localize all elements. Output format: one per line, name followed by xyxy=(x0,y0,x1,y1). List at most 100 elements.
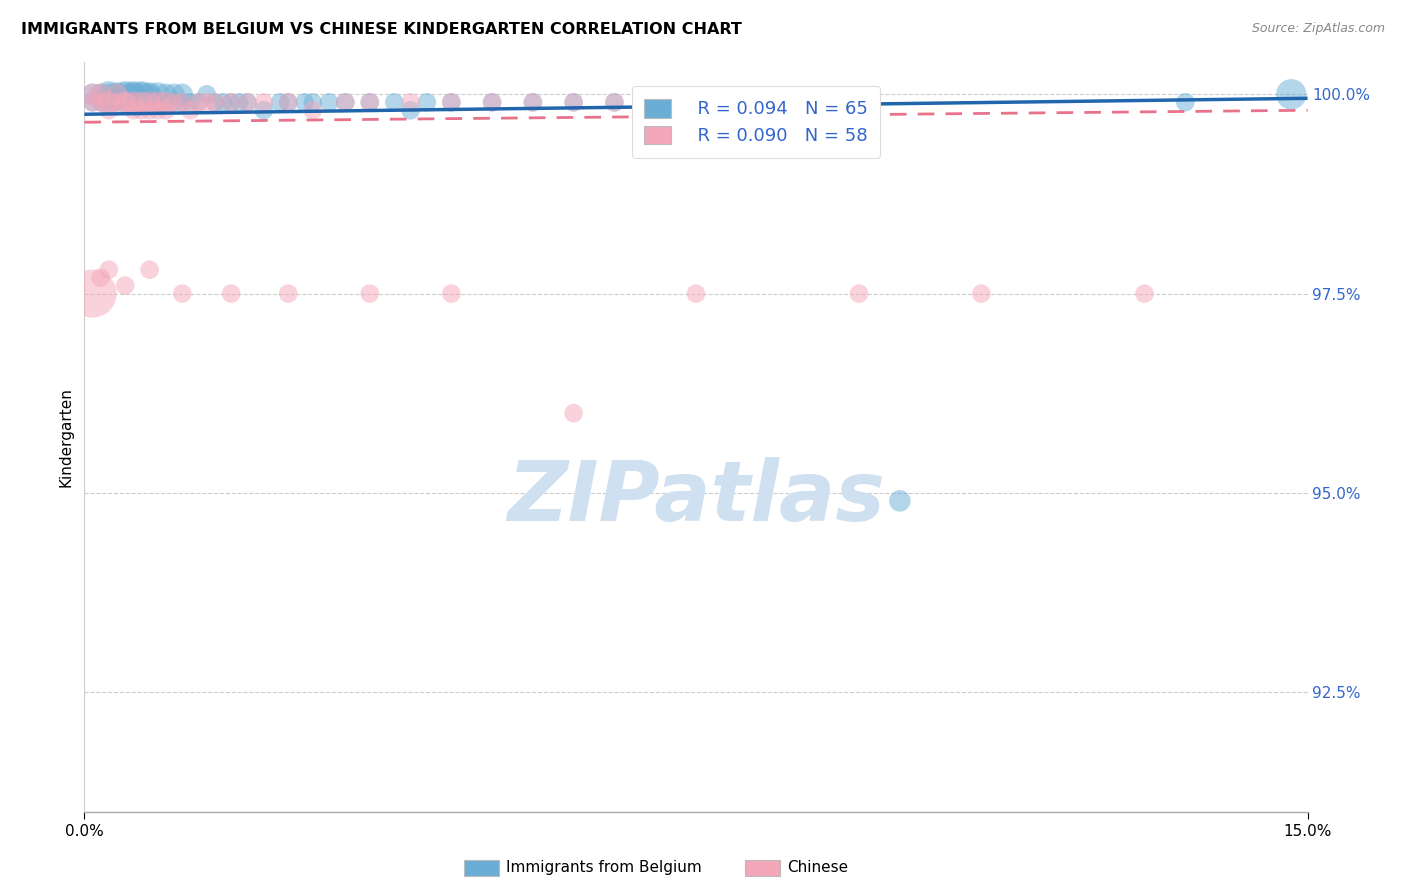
Point xyxy=(318,95,340,110)
Point xyxy=(481,95,503,110)
Point xyxy=(97,95,120,110)
Text: Immigrants from Belgium: Immigrants from Belgium xyxy=(506,861,702,875)
Point xyxy=(105,87,128,102)
Point xyxy=(82,87,104,102)
Point xyxy=(90,95,112,110)
Point xyxy=(172,286,194,301)
Point xyxy=(195,95,218,110)
Point xyxy=(131,95,153,110)
Point xyxy=(187,95,209,110)
Point xyxy=(562,95,585,110)
Point xyxy=(440,95,463,110)
Point xyxy=(685,95,707,110)
Point xyxy=(138,262,160,277)
Point xyxy=(155,95,177,110)
Text: Chinese: Chinese xyxy=(787,861,848,875)
Point xyxy=(219,95,242,110)
Point xyxy=(481,95,503,110)
Point xyxy=(644,103,666,118)
Point xyxy=(212,95,235,110)
Point xyxy=(114,95,136,110)
Point xyxy=(277,95,299,110)
Point xyxy=(146,95,169,110)
Point xyxy=(131,87,153,102)
Point xyxy=(685,286,707,301)
Point xyxy=(562,406,585,420)
Point xyxy=(122,87,145,102)
Point xyxy=(163,95,186,110)
Point xyxy=(440,286,463,301)
Point xyxy=(114,95,136,110)
Point xyxy=(131,95,153,110)
Point xyxy=(172,87,194,102)
Point xyxy=(122,95,145,110)
Point xyxy=(335,95,357,110)
Text: IMMIGRANTS FROM BELGIUM VS CHINESE KINDERGARTEN CORRELATION CHART: IMMIGRANTS FROM BELGIUM VS CHINESE KINDE… xyxy=(21,22,742,37)
Point xyxy=(236,95,259,110)
Point xyxy=(131,103,153,118)
Point xyxy=(1279,87,1302,102)
Point xyxy=(522,95,544,110)
Point xyxy=(172,95,194,110)
Point xyxy=(172,95,194,110)
Point xyxy=(179,103,201,118)
Text: ZIPatlas: ZIPatlas xyxy=(508,457,884,538)
Point xyxy=(97,95,120,110)
Point xyxy=(399,95,422,110)
Point xyxy=(114,278,136,293)
Point xyxy=(163,95,186,110)
Point xyxy=(114,95,136,110)
Point xyxy=(122,87,145,102)
Point xyxy=(105,95,128,110)
Point xyxy=(97,87,120,102)
Point xyxy=(97,262,120,277)
Y-axis label: Kindergarten: Kindergarten xyxy=(58,387,73,487)
Point xyxy=(970,286,993,301)
Point xyxy=(301,95,323,110)
Point xyxy=(163,87,186,102)
Point xyxy=(90,270,112,285)
Point xyxy=(399,103,422,118)
Point xyxy=(277,95,299,110)
Point xyxy=(335,95,357,110)
Point xyxy=(277,286,299,301)
Point xyxy=(155,95,177,110)
Point xyxy=(1174,95,1197,110)
Point xyxy=(114,95,136,110)
Point xyxy=(359,286,381,301)
Point xyxy=(105,87,128,102)
Point xyxy=(228,95,250,110)
Point xyxy=(131,95,153,110)
Point xyxy=(138,87,160,102)
Point xyxy=(82,87,104,102)
Point xyxy=(122,103,145,118)
Point xyxy=(301,103,323,118)
Point xyxy=(766,95,789,110)
Point xyxy=(603,95,626,110)
Legend:   R = 0.094   N = 65,   R = 0.090   N = 58: R = 0.094 N = 65, R = 0.090 N = 58 xyxy=(631,87,880,158)
Point xyxy=(146,103,169,118)
Point xyxy=(359,95,381,110)
Point xyxy=(204,95,226,110)
Point xyxy=(90,87,112,102)
Point xyxy=(236,95,259,110)
Point xyxy=(562,95,585,110)
Point xyxy=(187,95,209,110)
Point xyxy=(416,95,439,110)
Point xyxy=(848,286,870,301)
Point xyxy=(82,95,104,110)
Point xyxy=(90,87,112,102)
Point xyxy=(204,95,226,110)
Point xyxy=(294,95,316,110)
Point xyxy=(138,95,160,110)
Point xyxy=(219,286,242,301)
Point xyxy=(155,87,177,102)
Point xyxy=(179,95,201,110)
Point xyxy=(90,95,112,110)
Point xyxy=(114,87,136,102)
Point xyxy=(766,95,789,110)
Point xyxy=(219,95,242,110)
Point xyxy=(889,493,911,508)
Point xyxy=(138,103,160,118)
Text: Source: ZipAtlas.com: Source: ZipAtlas.com xyxy=(1251,22,1385,36)
